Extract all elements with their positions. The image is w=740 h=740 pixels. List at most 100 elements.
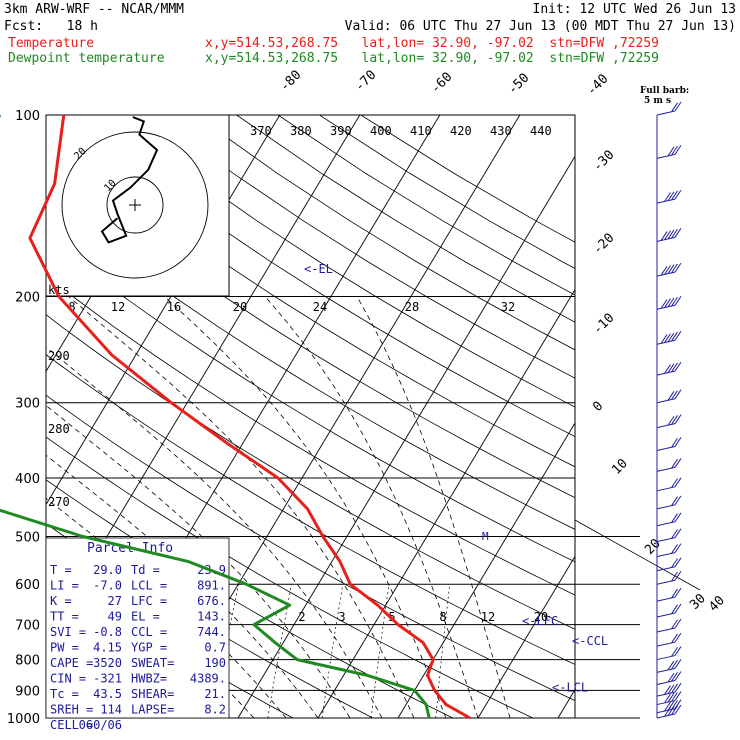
isotherm-label: 30 <box>687 591 709 613</box>
wind-barb-flag <box>671 558 678 568</box>
wind-barb-flag <box>674 189 682 200</box>
wind-barb <box>656 389 682 404</box>
parcel-info-value: 114 <box>100 703 122 717</box>
wind-barb-flag <box>674 296 682 306</box>
parcel-info-value: -0.8 <box>93 625 122 639</box>
wind-barb-shaft <box>656 398 676 404</box>
wind-barb-flag <box>660 299 668 309</box>
wind-barb-flag <box>674 704 682 715</box>
wind-barb <box>656 603 682 618</box>
pressure-label: 600 <box>15 578 40 593</box>
wind-barb <box>656 458 682 472</box>
dewpoint-legend-label: Dewpoint temperature <box>8 51 165 66</box>
dewpoint-line <box>0 115 431 719</box>
temp-axis-label: 12 <box>111 300 125 314</box>
dry-adiabat <box>46 163 575 499</box>
moist-adiabat <box>46 404 351 718</box>
wind-barb-flag <box>667 146 675 157</box>
wind-barb-flag <box>674 330 682 341</box>
moist-adiabat <box>46 454 319 718</box>
wind-barb-shaft <box>656 627 676 633</box>
pressure-label: 900 <box>15 684 40 699</box>
wind-barb-flag <box>674 437 682 447</box>
wind-barb-flag <box>671 692 678 702</box>
wind-barb-flag <box>674 691 682 701</box>
wind-barb-flag <box>674 557 682 568</box>
parcel-info-key: Td = <box>131 563 160 577</box>
parcel-info-key: LCL = <box>131 579 167 593</box>
wind-barb-flag <box>674 458 682 468</box>
theta-e-label: 430 <box>490 124 512 138</box>
wind-barb <box>656 296 682 310</box>
mean-marker: M <box>482 530 489 543</box>
wind-barb-flag <box>674 603 682 614</box>
theta-e-label: 380 <box>290 124 312 138</box>
wind-barb-shaft <box>656 612 676 618</box>
wind-barb-flag <box>671 390 678 400</box>
isotherm-line <box>557 688 575 718</box>
wind-barb <box>656 228 682 242</box>
wind-barb-flag <box>674 543 682 553</box>
wind-barb-flag <box>671 458 678 469</box>
mixing-ratio-label: 20 <box>534 610 548 624</box>
parcel-info-value: 891. <box>197 579 226 593</box>
parcel-info-value: 190 <box>204 656 226 670</box>
wind-barb-shaft <box>656 641 676 647</box>
wind-barb-flag <box>671 544 678 554</box>
wind-barb-shaft <box>656 466 676 472</box>
parcel-info-value: 21. <box>204 687 226 701</box>
wind-barb-flag <box>667 684 675 695</box>
wind-barb <box>656 101 682 116</box>
wind-barb-flag <box>667 264 675 274</box>
level-marker: <-CCL <box>572 634 608 648</box>
wind-barb-flag <box>671 672 678 682</box>
mixing-ratio-label: 12 <box>481 610 495 624</box>
temp-axis-label: 24 <box>313 300 327 314</box>
isotherm-label: -60 <box>428 70 455 97</box>
isotherm-label: -50 <box>505 71 532 98</box>
wind-barb-flag <box>674 646 682 656</box>
mixing-ratio-line <box>435 584 451 718</box>
parcel-info-key: YGP = <box>131 641 167 655</box>
dry-adiabat <box>46 237 575 563</box>
wind-barb-flag <box>671 263 678 274</box>
wind-barb-flag <box>674 587 682 598</box>
wind-barb-flag <box>667 229 675 240</box>
wind-barb-flag <box>660 334 668 344</box>
dry-adiabat <box>194 115 575 351</box>
parcel-info-key: CAPE = <box>50 656 93 670</box>
wind-barb-shaft <box>656 504 676 510</box>
wind-barb <box>656 587 682 602</box>
wind-barb <box>656 437 682 451</box>
level-marker: <-LCL <box>552 680 588 694</box>
dry-adiabat <box>46 314 575 630</box>
dry-adiabat <box>46 200 575 530</box>
parcel-info-key: Tc = <box>50 687 79 701</box>
wind-barb-flag <box>667 297 675 308</box>
temp-axis-label: 20 <box>233 300 247 314</box>
parcel-info-key: HWBZ= <box>131 672 167 686</box>
wind-barb-flag <box>674 570 682 581</box>
isotherm-label: 10 <box>609 456 631 478</box>
parcel-info-key: CCL = <box>131 625 167 639</box>
wind-barb <box>656 528 682 543</box>
wind-barb-flag <box>660 266 668 276</box>
moist-adiabat <box>356 296 511 718</box>
wind-barb-flag <box>671 705 678 716</box>
init-time: Init: 12 UTC Wed 26 Jun 13 <box>532 2 737 17</box>
wind-barb <box>656 543 682 558</box>
parcel-info-key: LAPSE= <box>131 703 174 717</box>
barb-key-units: 5 m s <box>644 96 671 106</box>
wind-barb-flag <box>674 495 682 506</box>
wind-barb <box>656 189 682 204</box>
wind-barb-flag <box>671 604 678 615</box>
wind-barb-flag <box>671 496 678 506</box>
wind-barb-flag <box>671 588 678 599</box>
isotherm-line <box>477 555 575 718</box>
parcel-info-key: LI = <box>50 579 79 593</box>
theta-e-label: 390 <box>330 124 352 138</box>
parcel-info-value: 0.7 <box>204 641 226 655</box>
wind-barb-flag <box>664 693 671 704</box>
parcel-info-value: 43.5 <box>93 687 122 701</box>
isotherm-line <box>317 288 575 718</box>
